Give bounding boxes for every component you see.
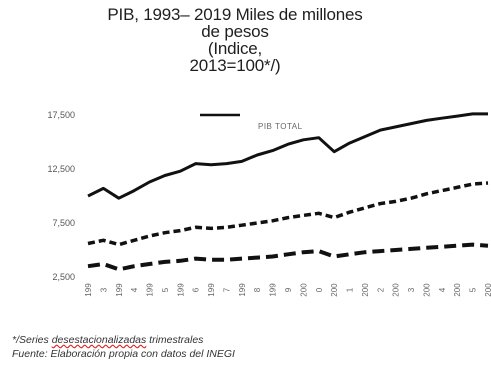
x-tick-label: 2 bbox=[376, 287, 385, 292]
chart-title-line-3: (Indice, bbox=[207, 39, 263, 58]
x-tick-label: 199 bbox=[84, 283, 93, 297]
legend: PIB TOTAL bbox=[200, 113, 303, 131]
x-tick-label: 3 bbox=[407, 287, 416, 292]
chart-title: PIB, 1993– 2019 Miles de millones de pes… bbox=[60, 6, 410, 74]
x-tick-label: 1 bbox=[346, 287, 355, 292]
x-tick-label: 199 bbox=[176, 283, 185, 297]
x-tick-label: 200 bbox=[423, 283, 432, 297]
x-tick-label: 200 bbox=[392, 283, 401, 297]
x-tick-label: 5 bbox=[469, 287, 478, 292]
x-tick-label: 200 bbox=[453, 283, 462, 297]
footnote-prefix: */Series bbox=[12, 334, 49, 346]
x-tick-label: 3 bbox=[99, 287, 108, 292]
y-tick-label: 7,500 bbox=[52, 218, 75, 228]
y-tick-label: 2,500 bbox=[52, 272, 75, 282]
y-tick-label: 17,500 bbox=[47, 110, 75, 120]
chart-title-line-2: de pesos bbox=[201, 22, 269, 41]
footnote-source: Fuente: Elaboración propia con datos del… bbox=[12, 348, 235, 360]
x-tick-label: 0 bbox=[315, 287, 324, 292]
series-layer bbox=[87, 112, 489, 272]
series-line-pib-total bbox=[87, 112, 488, 200]
x-tick-label: 199 bbox=[238, 283, 247, 297]
x-tick-label: 199 bbox=[269, 283, 278, 297]
x-tick-label: 200 bbox=[299, 283, 308, 297]
footnote-line-1: */Series desestacionalizadas trimestrale… bbox=[12, 333, 235, 347]
x-tick-label: 9 bbox=[284, 287, 293, 292]
x-tick-label: 200 bbox=[330, 283, 339, 297]
x-tick-label: 7 bbox=[223, 287, 232, 292]
x-tick-label: 4 bbox=[438, 287, 447, 292]
x-tick-label: 200 bbox=[361, 283, 370, 297]
series-line-3 bbox=[87, 242, 489, 272]
x-axis: 199 3 199 4 199 5 199 6 199 7 199 8 199 9 200 0 200 1 200 2… bbox=[84, 283, 491, 297]
y-axis: 2,500 7,500 12,500 17,500 bbox=[47, 110, 75, 282]
x-tick-label: 200 bbox=[484, 283, 491, 297]
x-tick-label: 4 bbox=[130, 287, 139, 292]
x-tick-label: 199 bbox=[207, 283, 216, 297]
x-tick-label: 199 bbox=[115, 283, 124, 297]
x-tick-label: 5 bbox=[161, 287, 170, 292]
x-tick-label: 199 bbox=[146, 283, 155, 297]
legend-label-pib-total: PIB TOTAL bbox=[258, 122, 303, 131]
footnote-underlined-word: desestacionalizadas bbox=[51, 334, 147, 346]
footnote-suffix: trimestrales bbox=[149, 334, 204, 346]
x-tick-label: 6 bbox=[192, 287, 201, 292]
chart-title-line-1: PIB, 1993– 2019 Miles de millones bbox=[107, 5, 363, 24]
y-tick-label: 12,500 bbox=[47, 164, 75, 174]
series-line-2 bbox=[87, 181, 489, 247]
chart-title-line-4: 2013=100*/) bbox=[189, 56, 281, 75]
chart-footnote: */Series desestacionalizadas trimestrale… bbox=[12, 333, 235, 361]
x-tick-label: 8 bbox=[253, 287, 262, 292]
